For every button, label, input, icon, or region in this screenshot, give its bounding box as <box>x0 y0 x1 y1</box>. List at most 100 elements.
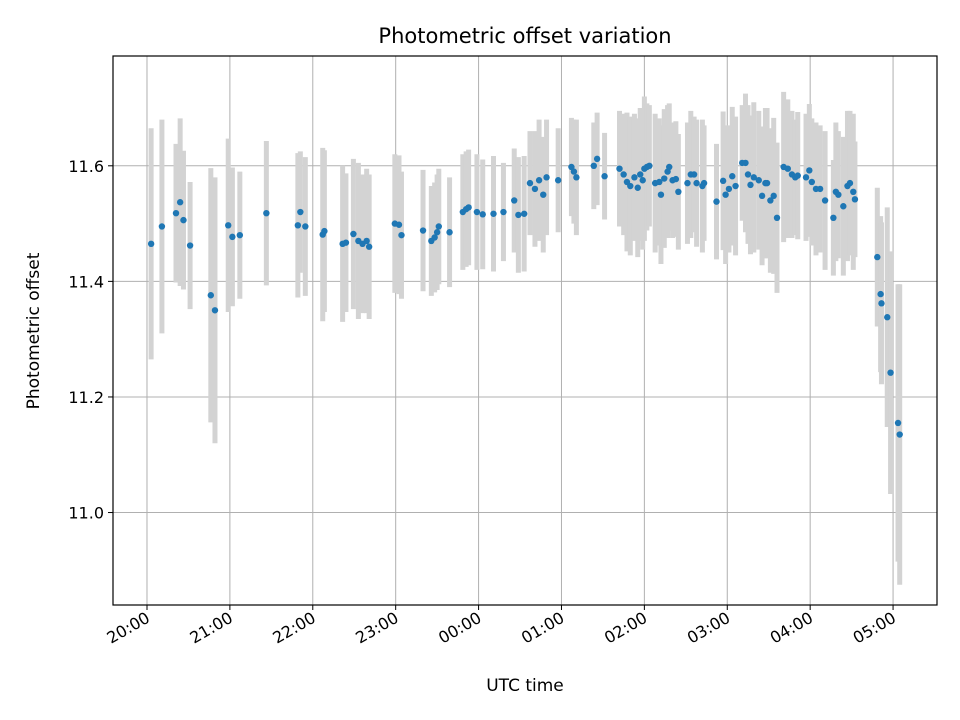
data-point <box>211 307 219 314</box>
data-point <box>773 214 781 222</box>
data-point <box>365 243 373 250</box>
data-point <box>657 191 665 198</box>
data-point <box>573 174 580 181</box>
data-point <box>473 208 481 216</box>
data-point <box>763 179 771 187</box>
data-point <box>176 199 184 206</box>
data-point <box>543 174 550 181</box>
data-point <box>435 223 442 230</box>
data-point <box>500 208 507 216</box>
plot-area-frame <box>112 55 938 606</box>
data-point <box>884 314 891 321</box>
data-point <box>350 230 357 238</box>
data-point <box>729 173 736 180</box>
data-point <box>887 369 894 376</box>
data-point <box>750 174 757 181</box>
data-point <box>570 168 578 175</box>
data-point <box>531 185 539 193</box>
data-point <box>639 177 646 184</box>
data-point <box>846 179 854 187</box>
data-point <box>207 292 215 299</box>
data-point <box>395 221 403 228</box>
data-point <box>794 172 801 179</box>
data-point <box>535 177 543 184</box>
data-point <box>808 178 816 186</box>
chart-title: Photometric offset variation <box>378 24 671 48</box>
data-point <box>321 227 328 235</box>
data-point <box>180 216 187 224</box>
data-point <box>554 177 562 184</box>
data-point <box>342 239 350 246</box>
data-point <box>742 159 749 167</box>
data-point <box>767 197 774 204</box>
data-point <box>511 197 518 204</box>
data-point <box>661 175 668 182</box>
data-point <box>225 222 232 229</box>
data-point <box>172 209 180 217</box>
data-point <box>634 184 641 191</box>
data-point <box>719 177 727 185</box>
data-point <box>433 229 441 236</box>
data-point <box>637 171 644 178</box>
y-tick-label: 11.0 <box>68 504 104 523</box>
data-point <box>601 173 608 180</box>
data-point <box>263 209 270 217</box>
data-point <box>593 155 601 163</box>
data-point <box>363 237 370 245</box>
data-point <box>758 192 766 200</box>
y-tick-label: 11.4 <box>68 272 104 291</box>
data-point <box>479 211 486 218</box>
data-point <box>297 208 304 216</box>
data-point <box>851 196 859 203</box>
data-point <box>646 162 653 169</box>
y-axis-label: Photometric offset <box>24 252 44 409</box>
data-point <box>186 242 194 249</box>
data-point <box>419 227 427 234</box>
data-point <box>465 204 472 211</box>
data-point <box>784 165 791 172</box>
data-point <box>830 214 837 222</box>
data-point <box>744 171 752 178</box>
data-point <box>631 174 638 181</box>
data-point <box>158 223 166 230</box>
data-point <box>236 231 244 239</box>
data-point <box>666 163 673 171</box>
data-point <box>446 229 453 236</box>
data-point <box>874 253 881 261</box>
data-point <box>732 182 739 190</box>
data-point <box>627 182 634 190</box>
data-point <box>725 185 733 193</box>
data-point <box>656 178 663 186</box>
data-point <box>672 175 680 183</box>
data-point <box>540 191 547 198</box>
data-point <box>520 210 528 217</box>
data-point <box>294 222 302 229</box>
x-axis-label: UTC time <box>486 676 564 696</box>
data-point <box>835 191 842 198</box>
data-point <box>878 300 885 307</box>
data-point <box>431 234 438 241</box>
data-point <box>877 290 884 298</box>
data-point <box>616 165 623 172</box>
data-point <box>770 192 777 200</box>
data-point <box>850 188 857 196</box>
data-point <box>490 210 497 217</box>
data-point <box>684 179 691 187</box>
data-point <box>713 198 720 205</box>
data-point <box>894 419 902 427</box>
data-point <box>693 179 700 187</box>
data-point <box>747 181 754 189</box>
y-axis-ticks: 11.0 11.2 11.4 11.6 <box>68 157 113 523</box>
data-point <box>816 185 824 193</box>
data-point <box>755 177 762 184</box>
data-point <box>620 171 627 178</box>
data-point <box>147 240 155 248</box>
y-tick-label: 11.2 <box>68 388 104 407</box>
data-point <box>515 211 522 219</box>
data-point <box>398 231 405 239</box>
data-point <box>302 223 309 230</box>
data-point <box>526 179 534 187</box>
data-point <box>806 167 813 174</box>
data-point <box>590 162 598 169</box>
